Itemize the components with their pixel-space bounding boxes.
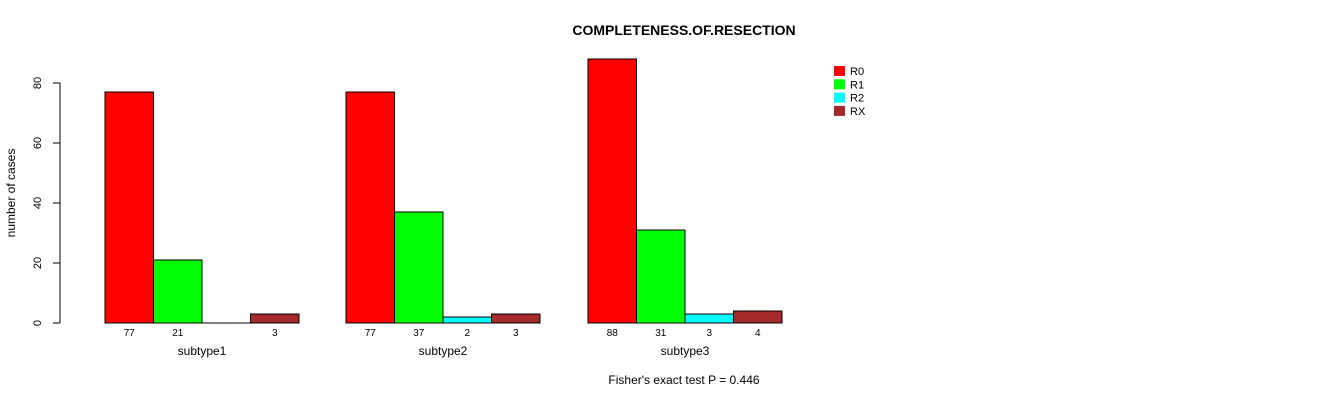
legend-swatch-R2 [834,92,845,103]
bar-subtype2-RX [491,313,541,324]
y-axis: 0 20 40 60 80 [32,77,61,326]
legend-swatch-RX [834,105,845,116]
bar-subtype1-R0 [104,91,154,324]
group-label-subtype3: subtype3 [661,344,710,358]
bar-count-label: 21 [172,328,184,339]
bar-subtype3-R1 [636,229,686,324]
y-tick-label: 0 [32,320,44,326]
bar-count-label: 88 [607,328,619,339]
bar-count-label: 3 [513,328,519,339]
x-axis-labels: 77 21 3 subtype1 77 37 2 3 subtype2 88 31 3 4 subtype… [124,328,761,358]
legend-label-R2: R2 [850,93,864,105]
bar-count-label: 3 [272,328,278,339]
bar-count-label: 77 [365,328,377,339]
chart-title: COMPLETENESS.OF.RESECTION [572,22,795,38]
legend-swatch-R1 [834,79,845,90]
legend-label-R1: R1 [850,79,864,91]
fisher-test-note: Fisher's exact test P = 0.446 [608,373,759,387]
bar-groups [104,58,783,324]
bar-count-label: 31 [655,328,667,339]
y-tick-label: 40 [32,197,44,209]
group-label-subtype2: subtype2 [419,344,468,358]
y-tick-label: 80 [32,77,44,89]
bar-subtype1-RX [250,313,300,324]
bar-count-label: 3 [706,328,712,339]
bar-subtype3-RX [733,310,783,324]
bar-count-label: 77 [124,328,136,339]
bar-subtype1-R1 [153,259,203,324]
legend-label-RX: RX [850,106,866,118]
bar-subtype2-R0 [345,91,395,324]
y-axis-label: number of cases [4,149,18,238]
legend-swatch-R0 [834,66,845,76]
group-label-subtype1: subtype1 [178,344,227,358]
bar-subtype2-R2 [442,316,492,324]
bar-count-label: 4 [755,328,761,339]
legend-label-R0: R0 [850,66,864,78]
bar-subtype2-R1 [394,211,444,324]
bar-count-label: 37 [413,328,425,339]
y-tick-label: 20 [32,257,44,269]
bar-subtype3-R0 [587,58,637,324]
y-tick-label: 60 [32,137,44,149]
bar-subtype3-R2 [684,313,734,324]
bar-count-label: 2 [464,328,470,339]
